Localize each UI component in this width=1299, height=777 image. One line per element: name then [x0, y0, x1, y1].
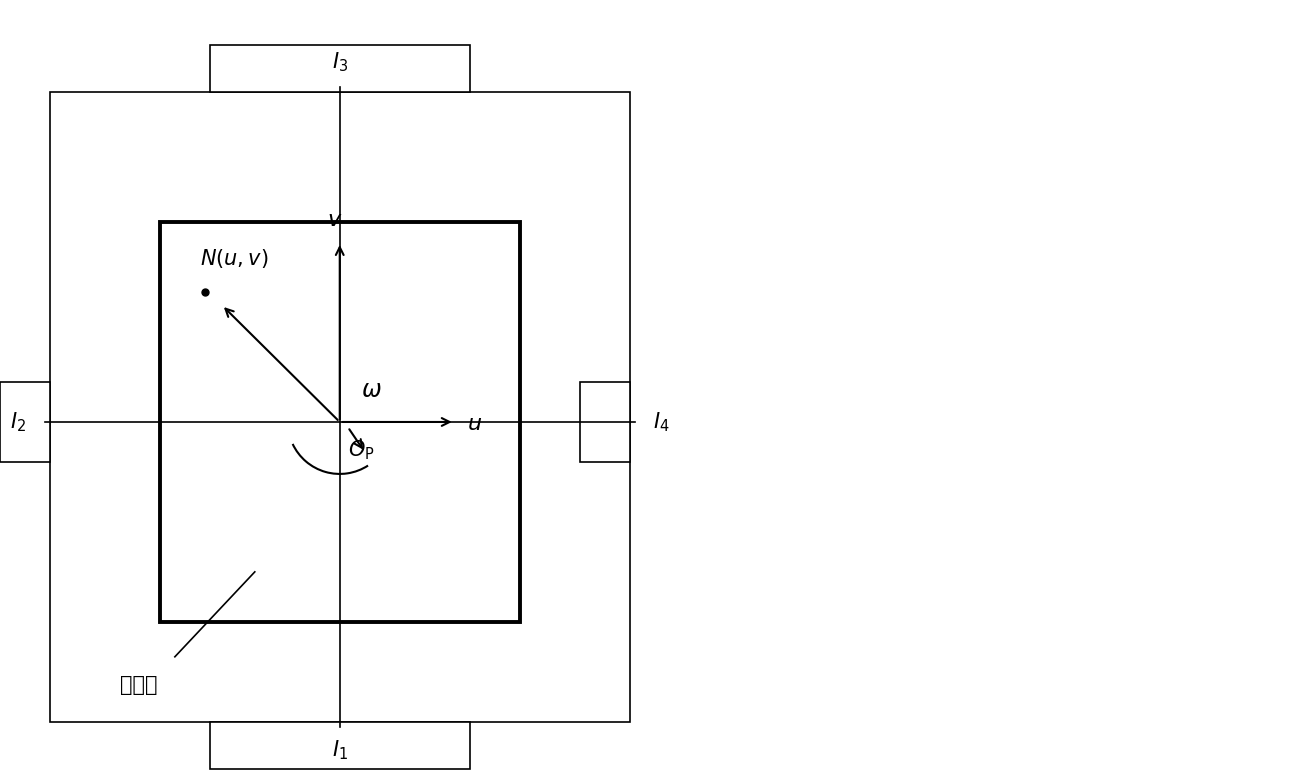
Bar: [579, 382, 630, 462]
Bar: [0, 382, 49, 462]
Text: $N(u,v)$: $N(u,v)$: [200, 247, 269, 270]
Bar: [210, 45, 470, 92]
Text: 光敏面: 光敏面: [120, 674, 157, 695]
Text: $\omega$: $\omega$: [361, 378, 382, 402]
Text: $I_3$: $I_3$: [331, 51, 348, 74]
Text: $I_4$: $I_4$: [653, 410, 670, 434]
Text: $v$: $v$: [327, 210, 343, 230]
Text: $I_1$: $I_1$: [331, 738, 348, 761]
Text: $I_2$: $I_2$: [10, 410, 26, 434]
Bar: [49, 92, 630, 722]
Bar: [160, 222, 520, 622]
Text: $u$: $u$: [468, 414, 482, 434]
Text: $O_{\mathrm{P}}$: $O_{\mathrm{P}}$: [348, 438, 375, 462]
Bar: [210, 722, 470, 768]
